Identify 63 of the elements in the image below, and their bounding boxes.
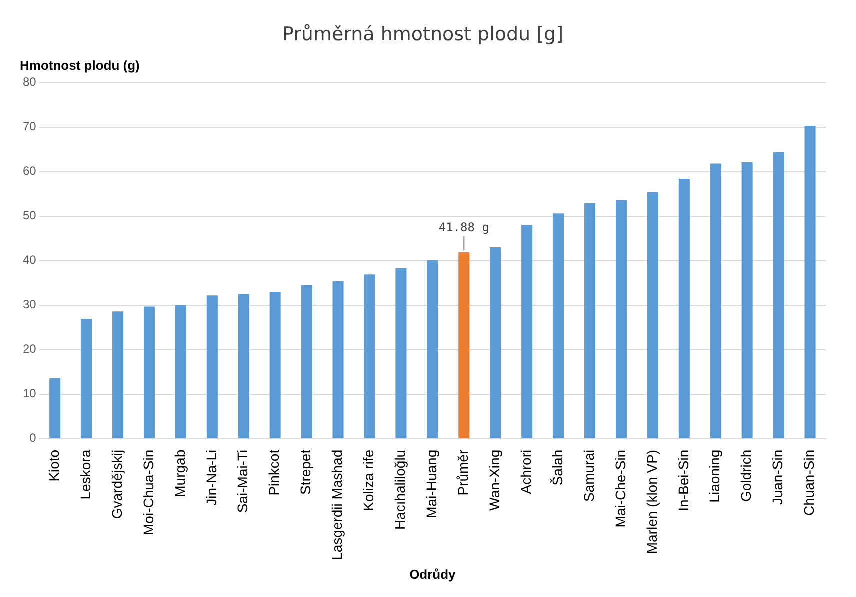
x-tick-label: Hacıhaliloğlu — [392, 450, 408, 530]
y-tick-label: 40 — [22, 253, 37, 268]
bar — [522, 225, 533, 438]
y-tick-label: 0 — [30, 431, 37, 446]
x-tick-label: Lasgerdii Mashad — [329, 450, 346, 560]
bar — [81, 319, 92, 438]
x-tick-label: Koliza rife — [360, 450, 377, 512]
y-axis-title: Hmotnost plodu (g) — [20, 58, 140, 73]
x-tick-label: Gvardějskij — [108, 450, 125, 520]
bar — [50, 378, 61, 438]
y-tick-label: 10 — [22, 386, 37, 401]
bar — [396, 268, 407, 438]
bar — [112, 312, 124, 438]
x-tick-label: Leskora — [77, 450, 94, 500]
x-tick-label: Marlen (klon VP) — [644, 450, 660, 554]
x-tick-label: Strepet — [298, 450, 314, 496]
x-axis-title: Odrůdy — [410, 566, 457, 582]
x-tick-label: Pinkcot — [266, 450, 282, 496]
x-tick-label: Mai-Huang — [424, 450, 440, 518]
bar — [238, 294, 250, 438]
bar — [301, 285, 312, 438]
y-tick-label: 50 — [22, 208, 37, 223]
bar — [364, 274, 376, 438]
bar — [678, 178, 690, 438]
chart-title: Průměrná hmotnost plodu [g] — [282, 23, 564, 46]
x-tick-label: Achrori — [518, 450, 534, 494]
x-tick-label: Moi-Chua-Sin — [140, 450, 156, 536]
bar — [144, 306, 155, 438]
x-tick-label: Kioto — [46, 450, 62, 482]
x-tick-label: Mai-Che-Sin — [612, 450, 628, 528]
bar — [742, 162, 753, 438]
y-tick-label: 80 — [22, 75, 37, 90]
bar — [270, 292, 281, 438]
x-tick-label: Chuan-Sin — [801, 450, 818, 516]
bar — [458, 252, 470, 438]
bar — [206, 296, 218, 438]
bar — [332, 281, 344, 438]
x-tick-label: Liaoning — [706, 450, 723, 503]
bar — [616, 200, 627, 438]
y-tick-label: 60 — [22, 164, 37, 178]
bar — [804, 126, 816, 438]
bar — [175, 305, 186, 438]
x-tick-label: Sai-Mai-Ti — [234, 450, 251, 514]
bar — [647, 192, 658, 438]
x-tick-label: Šalah — [549, 450, 566, 486]
x-tick-label: Juan-Sin — [770, 450, 786, 506]
x-tick-label: Samurai — [580, 450, 597, 502]
x-tick-label: Jin-Na-Li — [203, 450, 220, 506]
y-tick-label: 20 — [22, 342, 37, 356]
bar — [490, 247, 502, 438]
x-tick-label: Průměr — [455, 450, 471, 496]
bar — [710, 164, 722, 438]
y-tick-label: 70 — [22, 120, 37, 134]
bar — [553, 214, 564, 438]
x-tick-label: In-Bei-Sin — [675, 450, 692, 512]
bar — [427, 260, 438, 438]
x-tick-label: Wan-Xing — [486, 450, 502, 511]
x-tick-label: Murgab — [172, 450, 188, 498]
x-tick-label: Goldrich — [738, 450, 754, 502]
bar — [773, 152, 784, 438]
y-tick-label: 30 — [22, 298, 37, 312]
data-label: 41.88 g — [438, 220, 490, 235]
bar — [584, 203, 596, 438]
